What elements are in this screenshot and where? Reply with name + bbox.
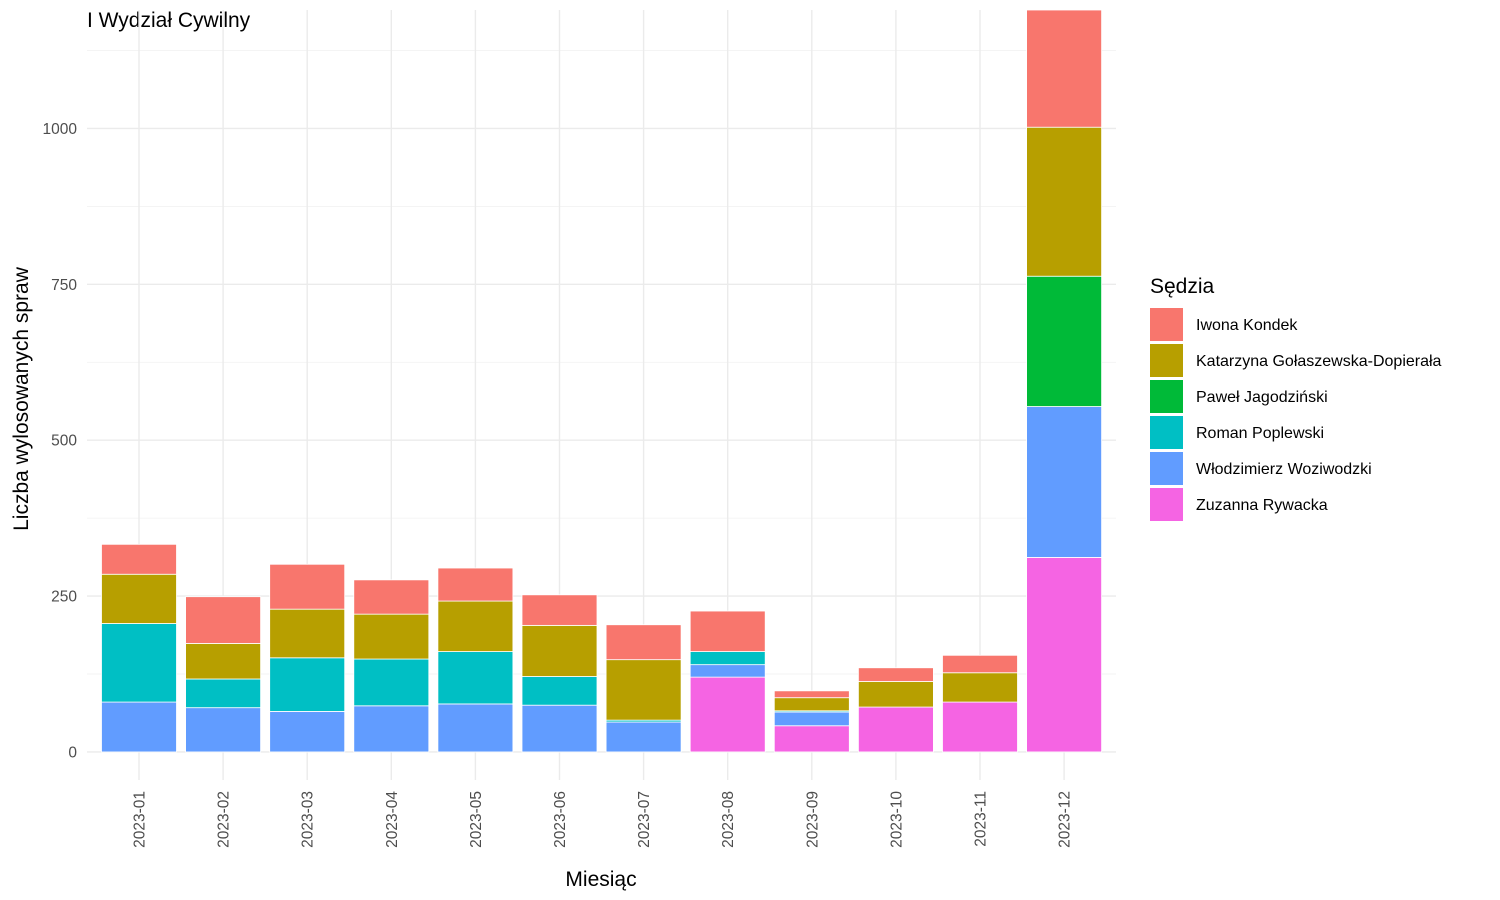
x-tick-label: 2023-12 (1057, 791, 1074, 848)
chart-title: I Wydział Cywilny (87, 9, 251, 32)
bar-segment (1026, 275, 1102, 407)
legend-key (1150, 308, 1183, 341)
y-axis-title: Liczba wylosowanych spraw (10, 266, 33, 531)
x-tick-label: 2023-03 (300, 791, 317, 848)
bar-segment (605, 721, 682, 753)
legend-key (1150, 416, 1183, 449)
y-axis-ticks: 0 250 500 750 1000 (43, 121, 78, 761)
x-tick-label: 2023-01 (132, 791, 149, 848)
bar-segment (521, 704, 598, 753)
legend-label: Roman Poplewski (1196, 425, 1324, 442)
bar-segment (353, 613, 430, 660)
legend-key (1150, 380, 1183, 413)
bar-segment (858, 667, 934, 682)
bar-segment (521, 676, 598, 706)
bar-segment (942, 672, 1018, 703)
x-tick-label: 2023-05 (468, 791, 485, 848)
bar-segment (353, 705, 430, 753)
bar-segment (1026, 557, 1102, 753)
bar-segment (101, 543, 177, 575)
legend: Sędzia Iwona Kondek Katarzyna Gołaszewska… (1150, 275, 1442, 521)
bar-segment (269, 657, 346, 712)
bar-segment (185, 643, 262, 680)
bar-segment (942, 654, 1018, 674)
bar-segment (773, 697, 850, 712)
x-tick-label: 2023-07 (636, 791, 653, 848)
legend-key (1150, 488, 1183, 521)
legend-key (1150, 452, 1183, 485)
bar-segment (185, 707, 262, 753)
bar-segment (269, 563, 346, 610)
bar-segment (858, 706, 934, 753)
bar-segment (689, 651, 766, 666)
bar-segment (101, 573, 177, 624)
y-tick-label: 250 (51, 589, 77, 606)
bar-segment (773, 690, 850, 699)
y-tick-label: 500 (51, 433, 77, 450)
bar-segment (437, 651, 514, 705)
legend-title: Sędzia (1150, 275, 1215, 298)
bar-segment (942, 701, 1018, 753)
x-tick-label: 2023-09 (804, 791, 821, 848)
x-tick-label: 2023-08 (720, 791, 737, 848)
bar-segment (605, 624, 682, 661)
legend-label: Paweł Jagodziński (1196, 389, 1328, 406)
bar-segment (353, 579, 430, 615)
y-tick-label: 0 (68, 744, 77, 761)
legend-label: Iwona Kondek (1196, 317, 1298, 334)
x-tick-label: 2023-06 (552, 791, 569, 848)
bar-segment (353, 658, 430, 707)
x-tick-label: 2023-11 (973, 791, 990, 847)
bar-segment (101, 701, 177, 753)
bar-segment (689, 610, 766, 652)
y-tick-label: 750 (51, 277, 77, 294)
bar-segment (858, 681, 934, 708)
legend-label: Zuzanna Rywacka (1196, 497, 1328, 514)
bar-segment (269, 608, 346, 659)
bar-segment (437, 600, 514, 652)
legend-label: Katarzyna Gołaszewska-Dopierała (1196, 353, 1442, 370)
bar-segment (1026, 9, 1102, 128)
x-axis-title: Miesiąc (565, 868, 636, 891)
bar-segment (773, 725, 850, 753)
bar-segment (101, 623, 177, 703)
y-tick-label: 1000 (43, 121, 78, 138)
legend-label: Włodzimierz Woziwodzki (1196, 461, 1372, 478)
bar-segment (269, 711, 346, 753)
bar-segment (521, 624, 598, 677)
bar-segment (605, 659, 682, 721)
bar-segment (185, 678, 262, 709)
bar-segment (1026, 126, 1102, 277)
x-tick-label: 2023-10 (888, 791, 905, 848)
x-tick-label: 2023-02 (216, 791, 233, 848)
bar-segment (521, 594, 598, 626)
bar-segment (689, 664, 766, 678)
x-tick-label: 2023-04 (384, 791, 401, 848)
bar-segment (437, 703, 514, 753)
bar-segment (689, 676, 766, 753)
bar-segment (773, 711, 850, 727)
x-axis-ticks: 2023-01 2023-02 2023-03 2023-04 2023-05 2023-… (132, 791, 1074, 848)
bar-segment (437, 567, 514, 602)
bar-segment (1026, 406, 1102, 558)
bar-segment (185, 596, 262, 644)
legend-key (1150, 344, 1183, 377)
bars (101, 9, 1102, 753)
